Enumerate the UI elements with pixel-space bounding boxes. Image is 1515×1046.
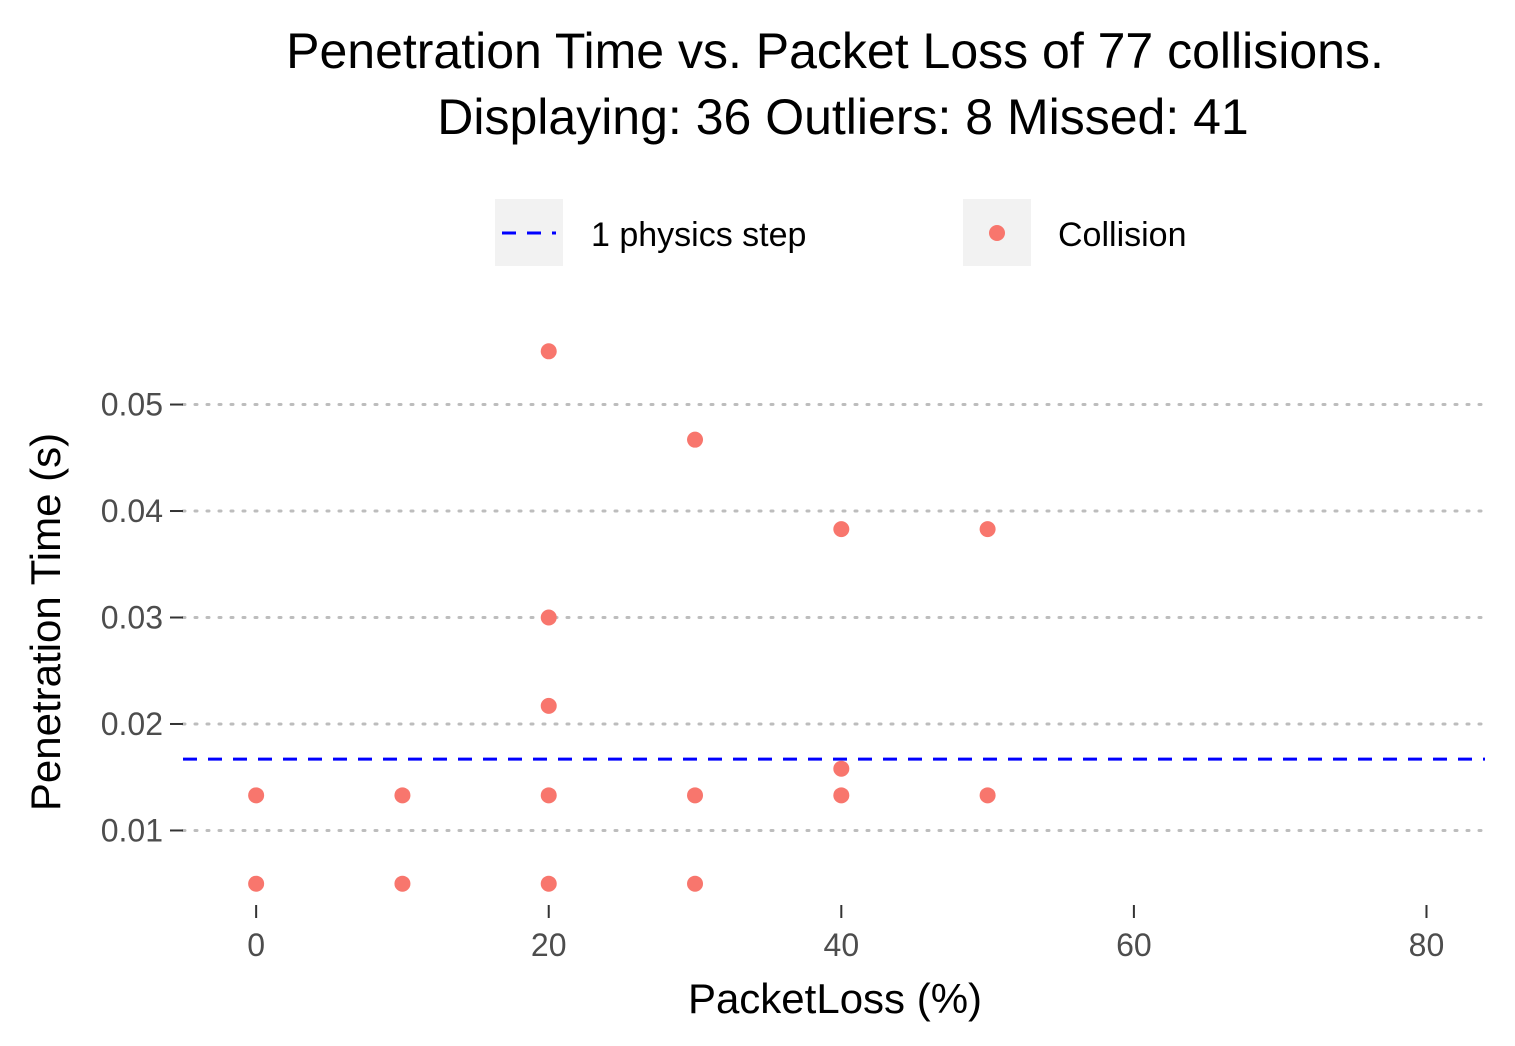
- y-tick-label: 0.04: [101, 493, 163, 529]
- collision-point: [540, 787, 557, 804]
- collision-point: [540, 343, 557, 360]
- y-axis: 0.01 0.02 0.03 0.04 0.05: [101, 387, 183, 848]
- y-tick-label: 0.03: [101, 600, 163, 636]
- data-points: [248, 343, 996, 892]
- legend-point-icon: [989, 225, 1005, 241]
- collision-point: [540, 609, 557, 626]
- x-tick-label: 60: [1116, 927, 1152, 963]
- chart-title-line-2: Displaying: 36 Outliers: 8 Missed: 41: [437, 89, 1248, 145]
- x-tick-label: 20: [531, 927, 567, 963]
- collision-point: [248, 875, 265, 892]
- legend: 1 physics step Collision: [495, 199, 1187, 266]
- y-tick-label: 0.01: [101, 812, 163, 848]
- y-tick-label: 0.02: [101, 706, 163, 742]
- collision-point: [979, 787, 996, 804]
- grid: [181, 403, 1487, 832]
- collision-point: [833, 521, 850, 538]
- y-axis-title: Penetration Time (s): [22, 433, 69, 811]
- y-tick-label: 0.05: [101, 387, 163, 423]
- collision-point: [833, 760, 850, 777]
- collision-point: [687, 787, 704, 804]
- collision-point: [687, 875, 704, 892]
- x-axis: 0 20 40 60 80: [247, 905, 1444, 963]
- x-tick-label: 80: [1409, 927, 1445, 963]
- x-tick-label: 40: [824, 927, 860, 963]
- collision-point: [248, 787, 265, 804]
- x-axis-title: PacketLoss (%): [688, 975, 982, 1022]
- collision-point: [540, 875, 557, 892]
- legend-label-collision: Collision: [1058, 216, 1187, 254]
- legend-label-physics-step: 1 physics step: [591, 216, 806, 254]
- collision-point: [394, 787, 411, 804]
- collision-point: [833, 787, 850, 804]
- collision-point: [540, 697, 557, 714]
- collision-point: [979, 521, 996, 538]
- chart-title-line-1: Penetration Time vs. Packet Loss of 77 c…: [286, 23, 1384, 79]
- x-tick-label: 0: [247, 927, 265, 963]
- collision-point: [687, 431, 704, 448]
- collision-point: [394, 875, 411, 892]
